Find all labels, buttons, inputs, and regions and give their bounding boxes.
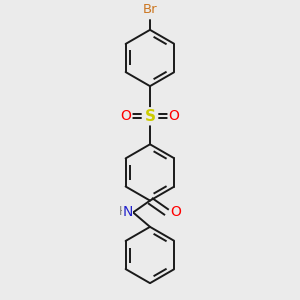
- Text: O: O: [121, 109, 131, 123]
- Text: S: S: [145, 109, 155, 124]
- Text: O: O: [169, 109, 179, 123]
- Text: H: H: [119, 205, 128, 218]
- Text: N: N: [122, 206, 133, 219]
- Text: Br: Br: [143, 3, 157, 16]
- Text: O: O: [171, 206, 182, 219]
